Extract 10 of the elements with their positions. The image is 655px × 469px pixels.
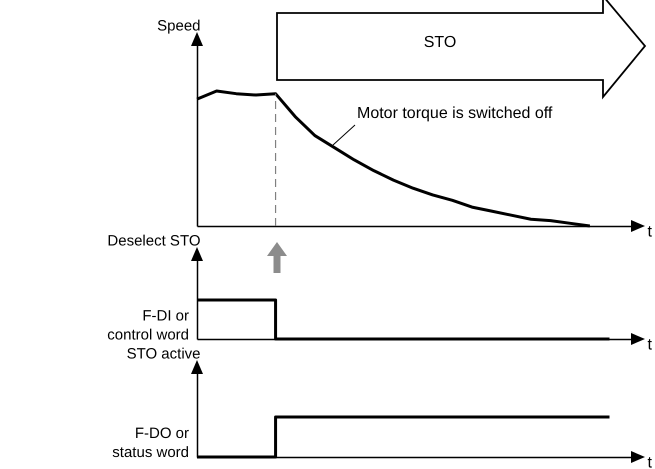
x-axis-title: t (648, 454, 652, 469)
y-axis-title: Speed (157, 18, 200, 34)
y-axis-title: Deselect STO (107, 232, 200, 250)
y-axis-title: STO active (126, 346, 200, 362)
series-label: F-DI or control word (107, 308, 189, 344)
x-axis-title: t (648, 224, 652, 240)
series-label: F-DO or status word (112, 425, 189, 461)
x-axis-title: t (648, 336, 652, 354)
text: STO (422, 34, 458, 52)
annotation: Motor torque is switched off (357, 105, 553, 122)
